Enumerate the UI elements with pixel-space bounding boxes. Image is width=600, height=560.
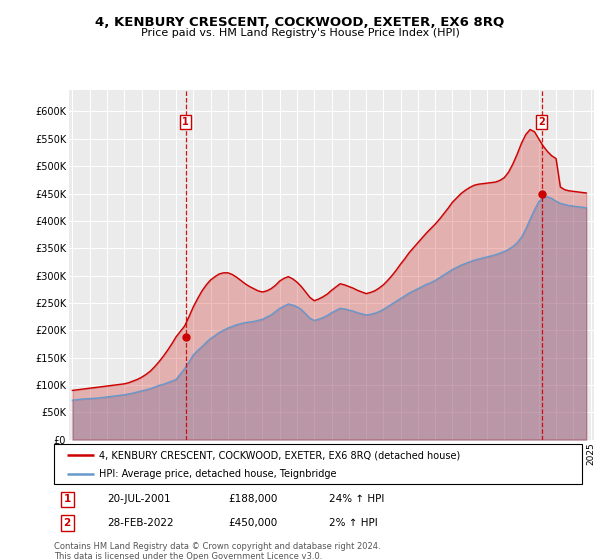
Text: 2% ↑ HPI: 2% ↑ HPI (329, 519, 377, 528)
Text: 4, KENBURY CRESCENT, COCKWOOD, EXETER, EX6 8RQ (detached house): 4, KENBURY CRESCENT, COCKWOOD, EXETER, E… (99, 450, 460, 460)
Text: 4, KENBURY CRESCENT, COCKWOOD, EXETER, EX6 8RQ: 4, KENBURY CRESCENT, COCKWOOD, EXETER, E… (95, 16, 505, 29)
Text: £450,000: £450,000 (228, 519, 277, 528)
Text: 1: 1 (182, 118, 189, 128)
Text: 28-FEB-2022: 28-FEB-2022 (107, 519, 173, 528)
Text: 24% ↑ HPI: 24% ↑ HPI (329, 494, 384, 505)
Text: 2: 2 (64, 519, 71, 528)
Text: 20-JUL-2001: 20-JUL-2001 (107, 494, 170, 505)
Text: Contains HM Land Registry data © Crown copyright and database right 2024.
This d: Contains HM Land Registry data © Crown c… (54, 542, 380, 560)
Text: HPI: Average price, detached house, Teignbridge: HPI: Average price, detached house, Teig… (99, 469, 337, 479)
Text: £188,000: £188,000 (228, 494, 278, 505)
Text: 1: 1 (64, 494, 71, 505)
Text: Price paid vs. HM Land Registry's House Price Index (HPI): Price paid vs. HM Land Registry's House … (140, 28, 460, 38)
Text: 2: 2 (538, 118, 545, 128)
